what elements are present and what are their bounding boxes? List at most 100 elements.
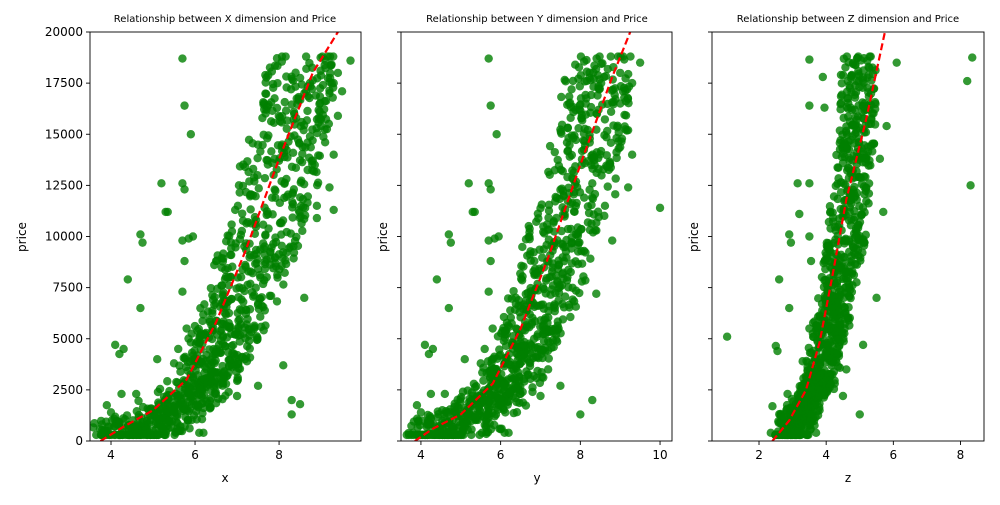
data-point [635,58,645,67]
data-point [234,322,243,332]
data-point [622,85,632,94]
data-point [811,428,821,438]
data-point [799,398,808,407]
data-point [197,414,207,424]
data-point [617,134,627,143]
data-point [90,423,98,432]
data-point [567,259,577,268]
data-point [216,326,225,336]
data-point [806,417,815,427]
data-point [243,341,252,351]
data-point [854,69,863,79]
data-point [798,357,807,366]
data-point [173,391,182,401]
data-point [795,209,804,219]
data-point [180,101,189,110]
data-point [556,127,566,137]
data-point [296,178,305,187]
data-point [601,71,611,81]
data-point [275,198,285,208]
data-point [535,264,544,274]
y-axis-label: price [687,222,701,252]
data-point [504,428,513,438]
data-point [842,130,852,139]
data-point [851,112,860,122]
data-point [309,167,319,176]
data-point [505,389,514,398]
data-point [512,408,522,417]
data-point [564,300,574,310]
data-point [584,208,594,218]
data-point [610,84,620,93]
data-point [287,162,297,171]
data-point [480,344,489,354]
data-point [119,344,128,354]
data-point [297,117,306,127]
data-point [593,207,603,216]
data-point [859,182,869,191]
data-point [132,389,141,399]
data-point [198,316,207,326]
data-point [582,76,591,86]
data-point [325,89,334,98]
data-point [848,242,858,251]
data-point [818,72,828,82]
data-point [256,322,266,331]
data-point [329,150,338,159]
data-point [571,230,581,239]
data-point [554,296,563,305]
data-point [789,418,799,427]
data-point [501,341,511,351]
data-point [463,419,472,428]
data-point [841,283,851,292]
data-point [842,365,851,374]
data-point [584,156,593,166]
data-point [590,61,599,70]
data-point [416,408,426,417]
data-point [157,179,166,188]
data-point [138,430,148,439]
data-point [473,410,482,420]
data-point [267,193,277,202]
data-point [606,107,616,116]
data-point [787,403,796,412]
data-point [817,272,827,282]
data-point [786,238,796,247]
data-point [566,267,575,277]
data-point [583,218,593,227]
data-point [220,309,230,318]
data-point [836,188,846,197]
data-point [611,190,620,199]
data-point [542,220,552,229]
data-point [722,332,732,341]
x-axis-label: x [221,471,228,485]
data-point [277,146,287,156]
data-point [820,103,829,112]
scatter-panel-x: Relationship between X dimension and Pri… [15,14,362,485]
data-point [191,401,201,410]
data-point [138,238,147,247]
data-point [261,89,270,98]
data-point [323,52,332,61]
data-point [845,292,854,301]
data-point [269,239,278,249]
data-point [235,162,245,171]
data-point [196,384,205,393]
data-point [253,153,262,163]
data-point [831,335,841,345]
data-point [863,147,873,156]
data-point [262,272,271,282]
data-point [208,295,218,304]
data-point [308,156,317,165]
fit-line [414,32,632,441]
data-point [239,297,248,307]
data-point [488,324,497,333]
data-point [805,324,814,333]
data-point [530,256,539,266]
data-point [867,115,876,124]
data-point [92,430,101,440]
data-point [221,265,230,274]
data-point [588,395,597,405]
data-point [501,408,510,417]
scatter-panel-y: Relationship between Y dimension and Pri… [376,14,673,485]
